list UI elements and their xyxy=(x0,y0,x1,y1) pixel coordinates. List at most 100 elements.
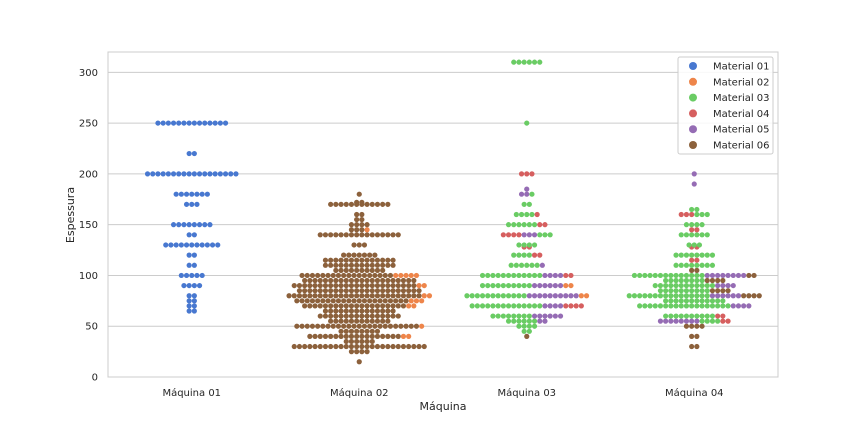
data-point xyxy=(181,222,187,228)
data-point xyxy=(333,308,339,314)
data-point xyxy=(537,232,543,238)
data-point xyxy=(505,318,512,324)
data-point xyxy=(479,272,486,279)
data-point xyxy=(683,222,690,228)
data-point xyxy=(380,201,386,207)
data-point xyxy=(657,318,664,324)
data-point xyxy=(534,262,540,268)
data-point xyxy=(663,282,669,289)
data-point xyxy=(583,293,590,299)
data-point xyxy=(369,328,375,334)
data-point xyxy=(668,272,674,279)
data-point xyxy=(359,267,365,273)
data-point xyxy=(395,303,401,309)
data-point xyxy=(689,252,695,258)
data-point xyxy=(696,242,703,248)
data-point xyxy=(709,288,716,294)
data-point xyxy=(526,232,532,238)
data-point xyxy=(228,171,234,177)
data-point xyxy=(196,282,203,289)
data-point xyxy=(359,313,365,319)
data-point xyxy=(374,201,381,207)
data-point xyxy=(668,282,674,289)
data-point xyxy=(186,262,192,268)
data-point xyxy=(699,318,705,324)
data-point xyxy=(343,201,349,207)
data-point xyxy=(299,272,305,279)
data-point xyxy=(531,318,538,324)
data-point xyxy=(699,272,705,279)
data-point xyxy=(317,288,323,294)
data-point xyxy=(367,272,373,279)
data-point xyxy=(694,313,700,319)
data-point xyxy=(691,171,697,177)
data-point xyxy=(312,333,318,339)
data-point xyxy=(307,282,313,289)
data-point xyxy=(511,313,517,319)
data-point xyxy=(354,349,360,355)
data-point xyxy=(382,323,388,329)
data-point xyxy=(694,206,700,213)
data-point xyxy=(348,303,355,309)
data-point xyxy=(683,272,690,279)
data-point xyxy=(322,313,329,319)
data-point xyxy=(343,257,349,263)
data-point xyxy=(354,277,360,284)
data-point xyxy=(657,303,664,309)
data-point xyxy=(516,59,522,65)
data-point xyxy=(338,313,344,319)
data-point xyxy=(354,293,360,299)
data-point xyxy=(354,303,360,309)
data-point xyxy=(315,298,321,304)
data-point xyxy=(385,313,391,319)
data-point xyxy=(385,232,391,238)
data-point xyxy=(413,298,420,304)
data-point xyxy=(678,303,684,309)
data-point xyxy=(704,288,710,294)
data-point xyxy=(516,282,522,289)
data-point xyxy=(400,293,407,299)
y-tick-label: 300 xyxy=(79,68,98,79)
data-point xyxy=(547,232,553,238)
data-point xyxy=(296,293,303,299)
data-point xyxy=(377,298,383,304)
data-point xyxy=(380,282,386,289)
data-point xyxy=(186,282,192,289)
data-point xyxy=(390,257,396,263)
data-point xyxy=(356,242,362,248)
data-point xyxy=(526,282,532,289)
data-point xyxy=(521,252,527,258)
data-point xyxy=(359,216,365,223)
data-point xyxy=(652,282,658,289)
data-point xyxy=(474,303,480,309)
data-point xyxy=(359,333,365,339)
data-point xyxy=(178,242,184,248)
data-point xyxy=(173,191,179,197)
data-point xyxy=(186,252,192,258)
data-point xyxy=(364,262,370,268)
data-point xyxy=(668,318,674,324)
data-point xyxy=(144,171,151,177)
data-point xyxy=(511,222,517,228)
data-point xyxy=(351,242,357,248)
data-point xyxy=(699,222,705,228)
data-point xyxy=(531,313,538,319)
data-point xyxy=(542,282,548,289)
data-point xyxy=(537,293,543,299)
y-tick-label: 0 xyxy=(92,373,98,384)
data-point xyxy=(354,328,360,334)
data-point xyxy=(699,298,705,304)
legend-marker xyxy=(689,141,697,149)
data-point xyxy=(689,227,695,233)
data-point xyxy=(563,293,569,299)
data-point xyxy=(312,303,318,309)
data-point xyxy=(657,288,664,294)
data-point xyxy=(500,313,506,319)
data-point xyxy=(307,303,313,309)
data-point xyxy=(652,303,658,309)
data-point xyxy=(704,211,710,218)
data-point xyxy=(490,303,496,309)
data-point xyxy=(222,120,229,126)
data-point xyxy=(416,293,422,299)
data-point xyxy=(537,59,543,65)
